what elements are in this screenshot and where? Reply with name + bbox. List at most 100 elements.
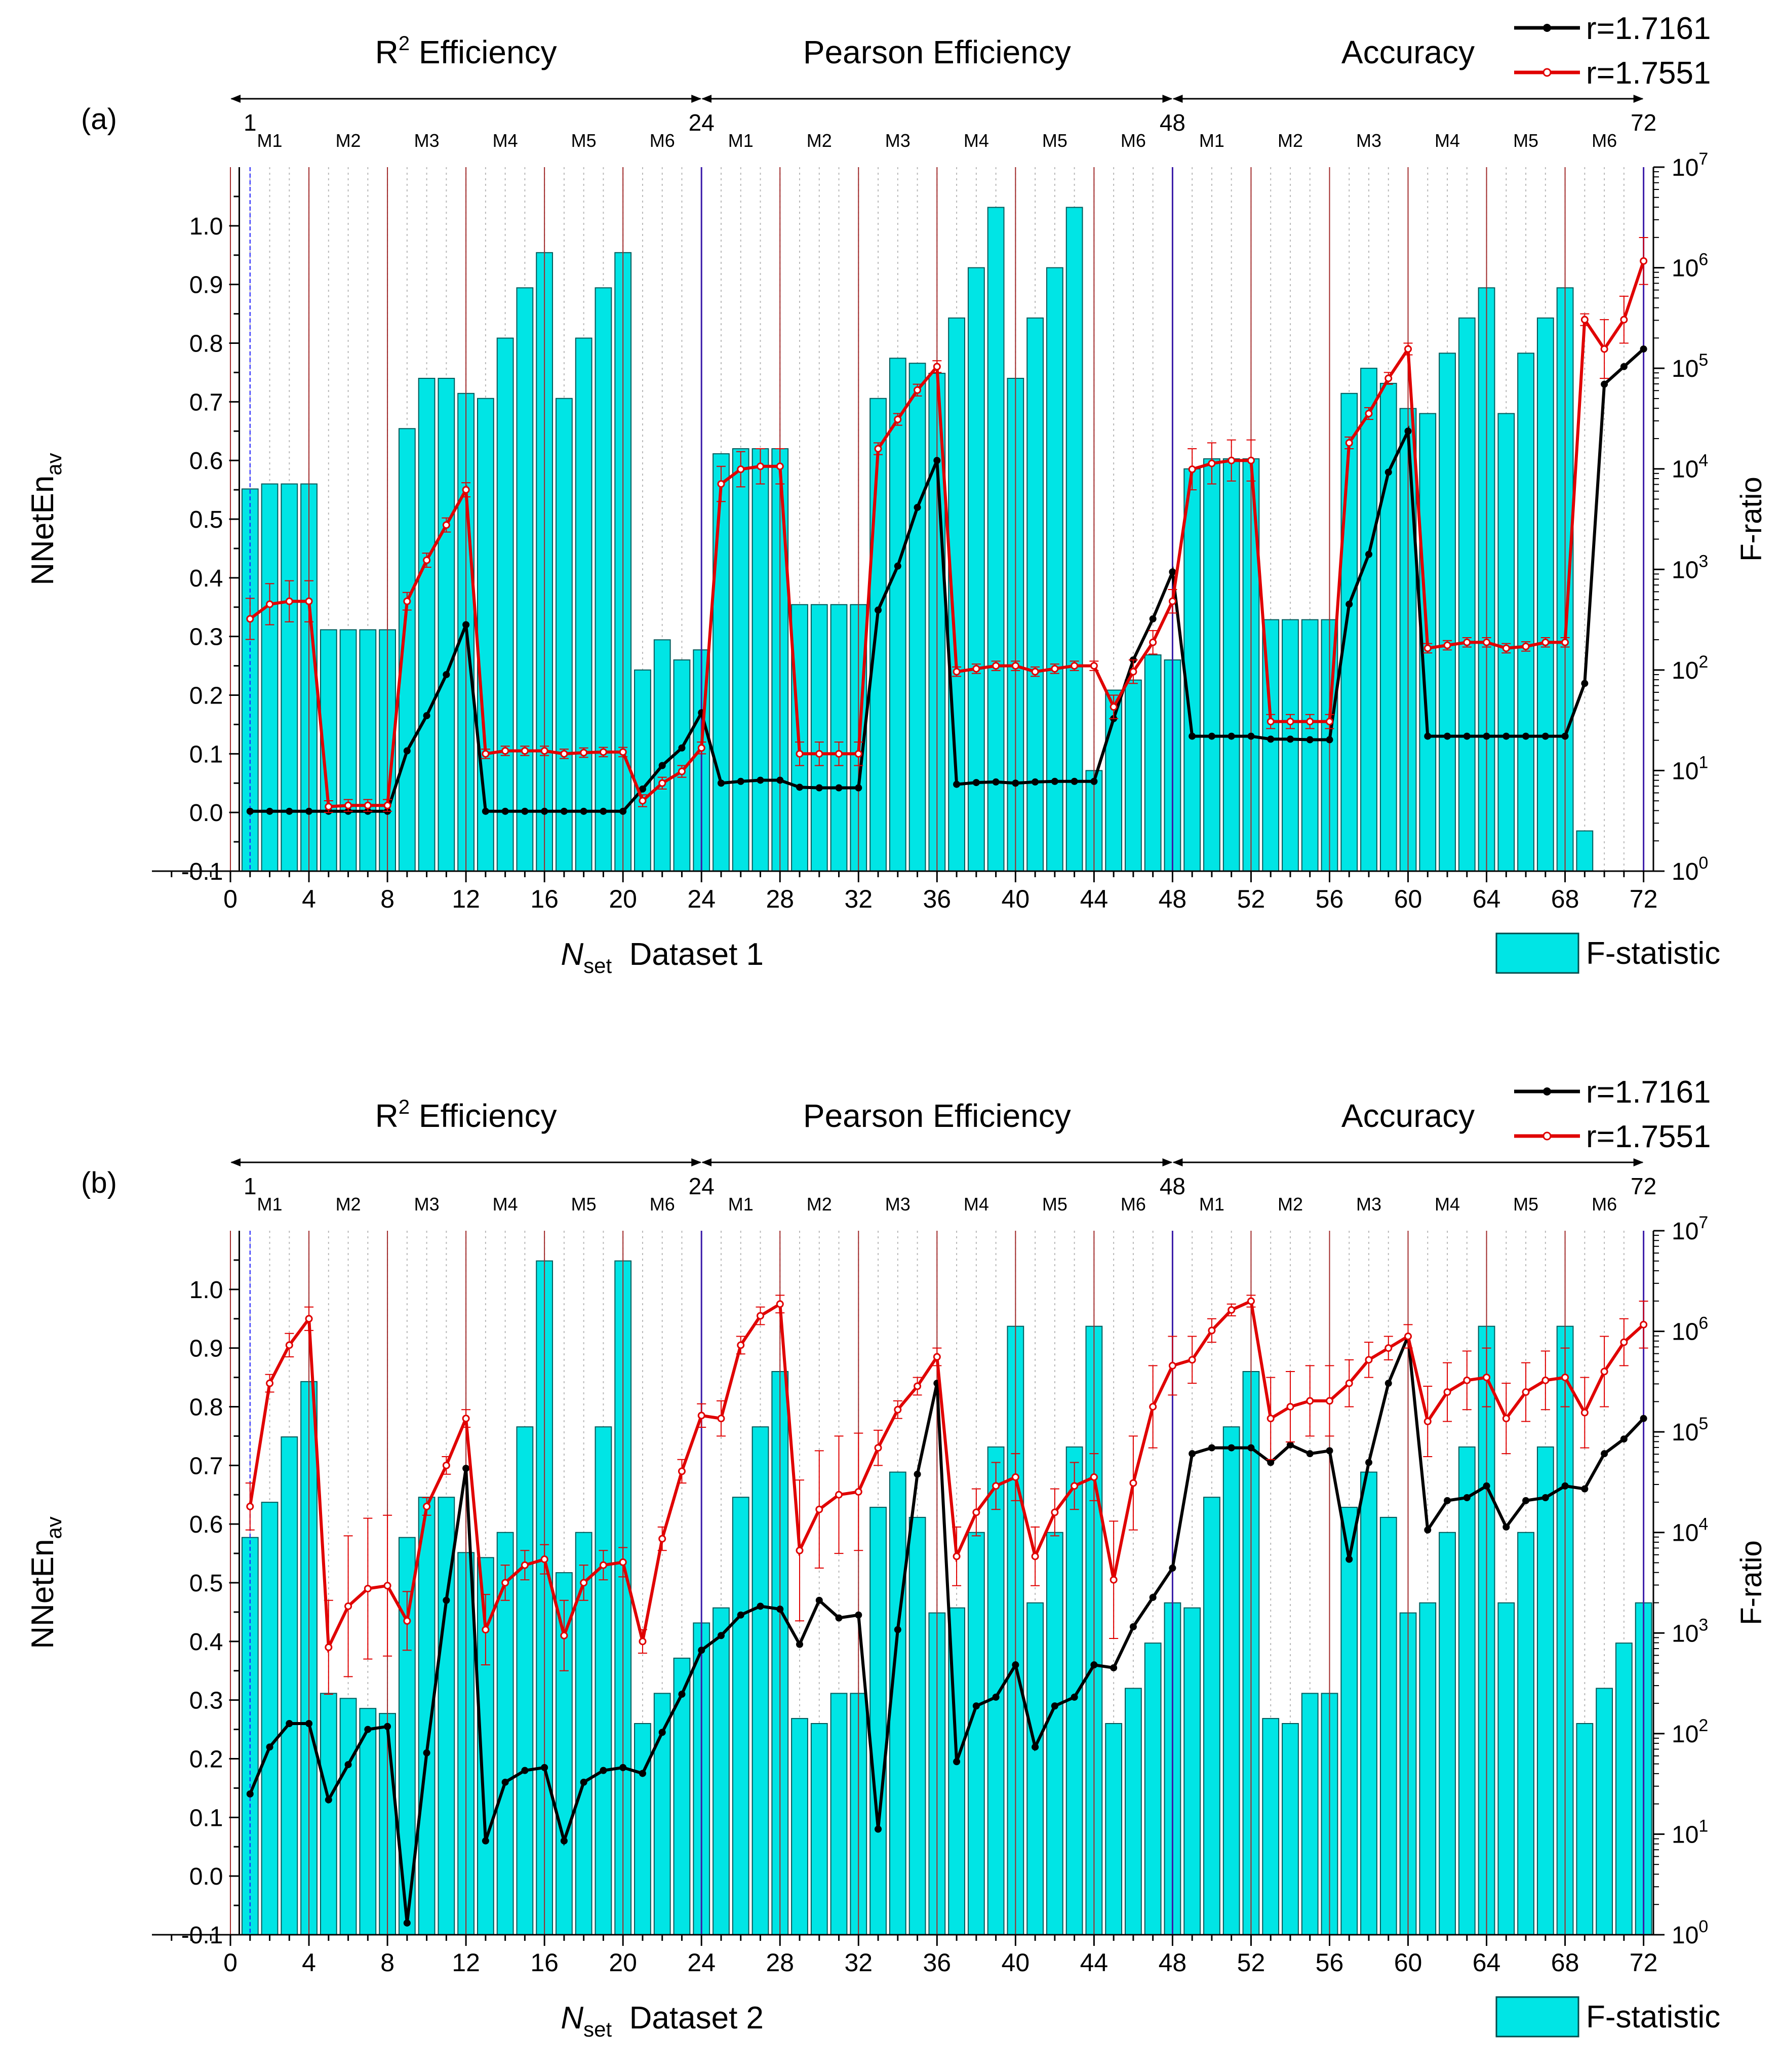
data-point (383, 1582, 391, 1590)
data-point (600, 1767, 607, 1774)
data-point (678, 1691, 686, 1698)
data-point (442, 1461, 450, 1469)
method-label: M2 (336, 130, 361, 151)
data-point (835, 784, 843, 792)
section-title-main: Accuracy (1341, 1098, 1475, 1134)
data-point (1483, 1482, 1490, 1490)
data-point (757, 1602, 764, 1610)
bar (634, 669, 651, 872)
x-tick-label: 44 (1080, 1948, 1109, 1977)
data-point (541, 807, 548, 815)
data-point (1345, 439, 1353, 447)
data-point (560, 750, 568, 758)
bar (810, 604, 828, 872)
data-point (1228, 1444, 1235, 1452)
data-point (266, 1743, 273, 1751)
method-label: M6 (1121, 130, 1146, 151)
bar (869, 1507, 887, 1936)
x-axis-label: Nset Dataset 2 (561, 2001, 764, 2041)
section-title-main: Pearson Efficiency (803, 34, 1071, 70)
bar (496, 337, 514, 872)
y2-tick-base: 10 (1672, 255, 1698, 282)
bar (1183, 1607, 1201, 1935)
legend-label: r=1.7551 (1586, 56, 1711, 91)
data-point (1071, 662, 1079, 670)
x-tick-label: 72 (1630, 1948, 1658, 1977)
separator-lines (230, 167, 1645, 871)
bar (1144, 1643, 1162, 1935)
data-point (1149, 638, 1157, 646)
x-tick-label: 12 (452, 1948, 480, 1977)
bar (1065, 207, 1083, 872)
data-point (521, 1767, 529, 1774)
data-point (717, 1415, 725, 1423)
bar (967, 1532, 985, 1936)
data-point (1149, 615, 1157, 622)
data-point (462, 486, 470, 494)
y2-tick-base: 10 (1672, 154, 1698, 181)
method-label: M4 (1435, 130, 1460, 151)
y2-tick-exponent: 0 (1698, 1917, 1708, 1936)
data-point (1424, 1526, 1432, 1534)
bar (418, 378, 436, 872)
data-point (972, 779, 980, 787)
data-point (1600, 345, 1608, 353)
bar (987, 1446, 1005, 1935)
data-point (1208, 459, 1216, 467)
data-point (501, 747, 509, 755)
y2-tick-base: 10 (1672, 1922, 1698, 1949)
data-point (1541, 1494, 1549, 1502)
bar (653, 639, 671, 872)
bar (556, 1572, 573, 1935)
y2-tick-label: 106 (1672, 1314, 1708, 1346)
data-point (1267, 1459, 1275, 1466)
method-label: M1 (728, 130, 754, 151)
y-tick-label: 0.1 (189, 1805, 223, 1831)
data-point (1208, 1444, 1215, 1452)
x-tick-label: 60 (1394, 1948, 1422, 1977)
method-label: M2 (1278, 1194, 1303, 1215)
data-point (1071, 1482, 1079, 1490)
bar (791, 1718, 808, 1936)
boundary-label: 24 (689, 109, 715, 136)
y-tick-label: -0.1 (181, 858, 223, 885)
data-point (325, 1643, 333, 1651)
data-point (835, 1491, 843, 1499)
data-point (992, 1482, 1000, 1490)
data-point (1247, 732, 1255, 740)
data-point (344, 801, 352, 809)
data-point (1561, 638, 1569, 646)
data-point (855, 784, 862, 792)
axes: 0 4 8 12 16 20 24 28 32 36 40 44 48 52 56 60 64 68 72-0.10… (25, 149, 1768, 978)
data-point (1208, 732, 1215, 740)
data-point (815, 1596, 823, 1604)
data-point (1483, 732, 1490, 740)
y2-tick-exponent: 2 (1698, 652, 1708, 672)
method-label: M6 (1121, 1194, 1146, 1215)
bar (830, 1693, 848, 1935)
method-label: M1 (1199, 1194, 1224, 1215)
bar (987, 207, 1005, 872)
bar (1340, 393, 1358, 872)
bar (1419, 1602, 1437, 1936)
x-tick-label: 40 (1002, 885, 1030, 913)
data-point (835, 750, 843, 758)
data-point (697, 744, 705, 752)
y2-axis-label: F-ratio (1735, 1540, 1768, 1625)
data-point (992, 778, 1000, 786)
bar (751, 1426, 769, 1936)
bar (1222, 458, 1240, 872)
x-tick-label: 64 (1473, 885, 1501, 913)
boundary-label: 24 (689, 1173, 715, 1199)
data-point (305, 1720, 313, 1727)
data-point (717, 1632, 725, 1639)
data-point (1384, 1380, 1392, 1387)
data-point (344, 1761, 352, 1769)
data-point (874, 1444, 882, 1452)
data-point (1522, 1388, 1530, 1396)
bar (359, 629, 377, 872)
data-point (854, 1488, 862, 1496)
bar (1203, 458, 1220, 872)
x-tick-label: 40 (1002, 1948, 1030, 1977)
